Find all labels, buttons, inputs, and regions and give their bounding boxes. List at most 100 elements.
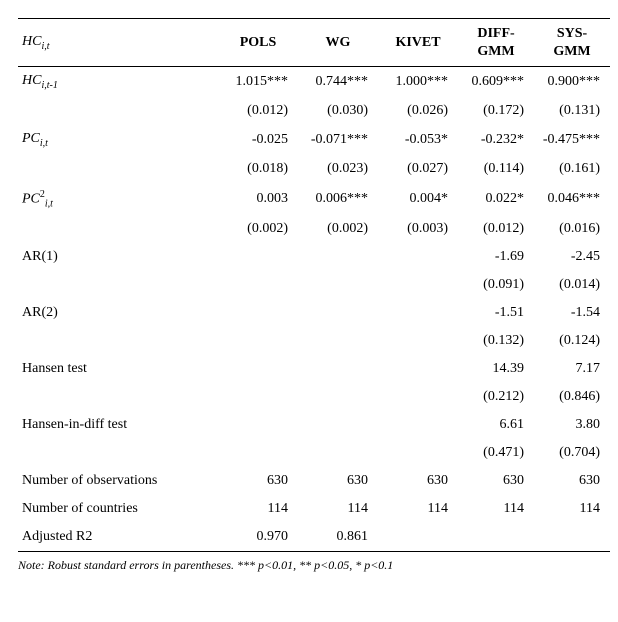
- cell-value: [298, 271, 378, 299]
- cell-value: [378, 355, 458, 383]
- table-row: Adjusted R20.9700.861: [18, 523, 610, 552]
- cell-value: -1.51: [458, 299, 534, 327]
- cell-value: 630: [298, 467, 378, 495]
- table-row: Hansen-in-diff test6.613.80: [18, 411, 610, 439]
- cell-value: -1.69: [458, 243, 534, 271]
- cell-value: (0.091): [458, 271, 534, 299]
- cell-value: [218, 439, 298, 467]
- cell-value: [218, 243, 298, 271]
- table-row: PCi,t-0.025-0.071***-0.053*-0.232*-0.475…: [18, 125, 610, 155]
- cell-value: -1.54: [534, 299, 610, 327]
- cell-value: (0.030): [298, 97, 378, 125]
- row-label: [18, 97, 218, 125]
- cell-value: 114: [298, 495, 378, 523]
- cell-value: 0.861: [298, 523, 378, 552]
- row-label: HCi,t-1: [18, 67, 218, 97]
- cell-value: (0.161): [534, 155, 610, 183]
- row-label: PC2i,t: [18, 183, 218, 215]
- table-row: (0.012)(0.030)(0.026)(0.172)(0.131): [18, 97, 610, 125]
- table-row: PC2i,t0.0030.006***0.004*0.022*0.046***: [18, 183, 610, 215]
- header-col: KIVET: [378, 19, 458, 67]
- cell-value: [378, 383, 458, 411]
- header-col: SYS-GMM: [534, 19, 610, 67]
- table-row: Number of observations630630630630630: [18, 467, 610, 495]
- table-row: (0.471)(0.704): [18, 439, 610, 467]
- cell-value: (0.012): [458, 215, 534, 243]
- table-row: AR(1)-1.69-2.45: [18, 243, 610, 271]
- header-row: HCi,tPOLSWGKIVETDIFF-GMMSYS-GMM: [18, 19, 610, 67]
- cell-value: 0.003: [218, 183, 298, 215]
- table-body: HCi,t-11.015***0.744***1.000***0.609***0…: [18, 67, 610, 552]
- cell-value: [378, 271, 458, 299]
- cell-value: 1.000***: [378, 67, 458, 97]
- cell-value: -0.475***: [534, 125, 610, 155]
- cell-value: 114: [458, 495, 534, 523]
- cell-value: (0.002): [298, 215, 378, 243]
- cell-value: [534, 523, 610, 552]
- cell-value: [378, 411, 458, 439]
- cell-value: 630: [458, 467, 534, 495]
- cell-value: 630: [534, 467, 610, 495]
- cell-value: (0.124): [534, 327, 610, 355]
- cell-value: [298, 355, 378, 383]
- cell-value: (0.471): [458, 439, 534, 467]
- cell-value: (0.704): [534, 439, 610, 467]
- cell-value: 630: [378, 467, 458, 495]
- cell-value: [298, 439, 378, 467]
- cell-value: -0.025: [218, 125, 298, 155]
- cell-value: 14.39: [458, 355, 534, 383]
- cell-value: -2.45: [534, 243, 610, 271]
- cell-value: [298, 411, 378, 439]
- table-note: Note: Robust standard errors in parenthe…: [18, 558, 600, 573]
- cell-value: [218, 327, 298, 355]
- row-label: Hansen test: [18, 355, 218, 383]
- cell-value: [298, 299, 378, 327]
- cell-value: 114: [378, 495, 458, 523]
- cell-value: (0.132): [458, 327, 534, 355]
- cell-value: (0.023): [298, 155, 378, 183]
- table-row: Hansen test 14.397.17: [18, 355, 610, 383]
- row-label: [18, 155, 218, 183]
- table-row: (0.212)(0.846): [18, 383, 610, 411]
- cell-value: (0.016): [534, 215, 610, 243]
- cell-value: [378, 299, 458, 327]
- cell-value: [218, 271, 298, 299]
- cell-value: -0.071***: [298, 125, 378, 155]
- table-row: (0.091)(0.014): [18, 271, 610, 299]
- cell-value: [378, 327, 458, 355]
- row-label: Hansen-in-diff test: [18, 411, 218, 439]
- cell-value: (0.131): [534, 97, 610, 125]
- header-col: WG: [298, 19, 378, 67]
- cell-value: 1.015***: [218, 67, 298, 97]
- cell-value: [298, 383, 378, 411]
- cell-value: (0.212): [458, 383, 534, 411]
- row-label: PCi,t: [18, 125, 218, 155]
- table-header: HCi,tPOLSWGKIVETDIFF-GMMSYS-GMM: [18, 19, 610, 67]
- cell-value: -0.053*: [378, 125, 458, 155]
- cell-value: 114: [218, 495, 298, 523]
- cell-value: 0.022*: [458, 183, 534, 215]
- cell-value: (0.026): [378, 97, 458, 125]
- table-row: (0.002)(0.002)(0.003)(0.012)(0.016): [18, 215, 610, 243]
- cell-value: [218, 411, 298, 439]
- row-label: Adjusted R2: [18, 523, 218, 552]
- row-label: Number of countries: [18, 495, 218, 523]
- row-label: Number of observations: [18, 467, 218, 495]
- cell-value: 0.006***: [298, 183, 378, 215]
- header-col: POLS: [218, 19, 298, 67]
- row-label: AR(2): [18, 299, 218, 327]
- row-label: [18, 383, 218, 411]
- cell-value: (0.114): [458, 155, 534, 183]
- cell-value: (0.002): [218, 215, 298, 243]
- cell-value: [298, 243, 378, 271]
- table-row: HCi,t-11.015***0.744***1.000***0.609***0…: [18, 67, 610, 97]
- table-row: AR(2) -1.51-1.54: [18, 299, 610, 327]
- row-label: [18, 327, 218, 355]
- regression-table: HCi,tPOLSWGKIVETDIFF-GMMSYS-GMM HCi,t-11…: [18, 18, 610, 552]
- cell-value: 0.970: [218, 523, 298, 552]
- cell-value: 0.046***: [534, 183, 610, 215]
- cell-value: [458, 523, 534, 552]
- cell-value: (0.172): [458, 97, 534, 125]
- cell-value: (0.012): [218, 97, 298, 125]
- cell-value: 7.17: [534, 355, 610, 383]
